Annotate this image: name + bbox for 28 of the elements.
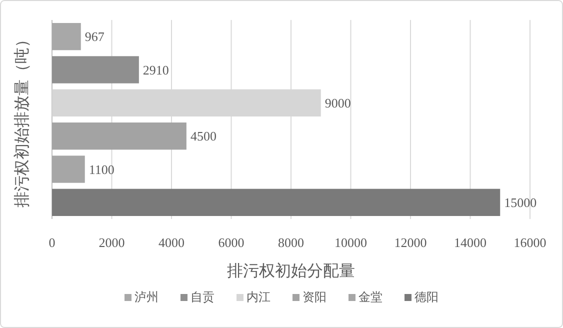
legend-label: 泸州 — [134, 290, 158, 304]
data-label: 967 — [84, 29, 105, 44]
x-tick-label: 8000 — [278, 235, 304, 250]
data-label: 2910 — [142, 62, 169, 78]
x-tick-label: 10000 — [334, 235, 367, 250]
data-label: 9000 — [324, 95, 351, 110]
legend-label: 自贡 — [190, 290, 214, 304]
x-tick-label: 0 — [48, 235, 56, 250]
data-label: 15000 — [504, 194, 537, 210]
x-axis-title: 排污权初始分配量 — [227, 261, 355, 280]
data-label: 4500 — [190, 128, 216, 144]
legend-label: 资阳 — [302, 290, 326, 304]
data-label: 1100 — [88, 162, 114, 177]
legend-label: 内江 — [246, 290, 270, 304]
x-tick-label: 6000 — [218, 235, 244, 250]
y-axis-title: 排污权初始排放量（吨） — [12, 32, 31, 208]
x-tick-label: 4000 — [158, 235, 184, 250]
x-tick-label: 12000 — [394, 235, 427, 250]
bar — [52, 156, 85, 183]
x-tick-label: 2000 — [98, 235, 125, 250]
bar — [52, 122, 186, 150]
x-tick-label: 16000 — [514, 235, 546, 250]
x-tick-label: 14000 — [454, 235, 486, 250]
legend-label: 德阳 — [414, 290, 438, 304]
legend-label: 金堂 — [358, 290, 382, 304]
bar — [52, 188, 500, 216]
bar — [52, 23, 81, 50]
bar — [52, 56, 139, 84]
